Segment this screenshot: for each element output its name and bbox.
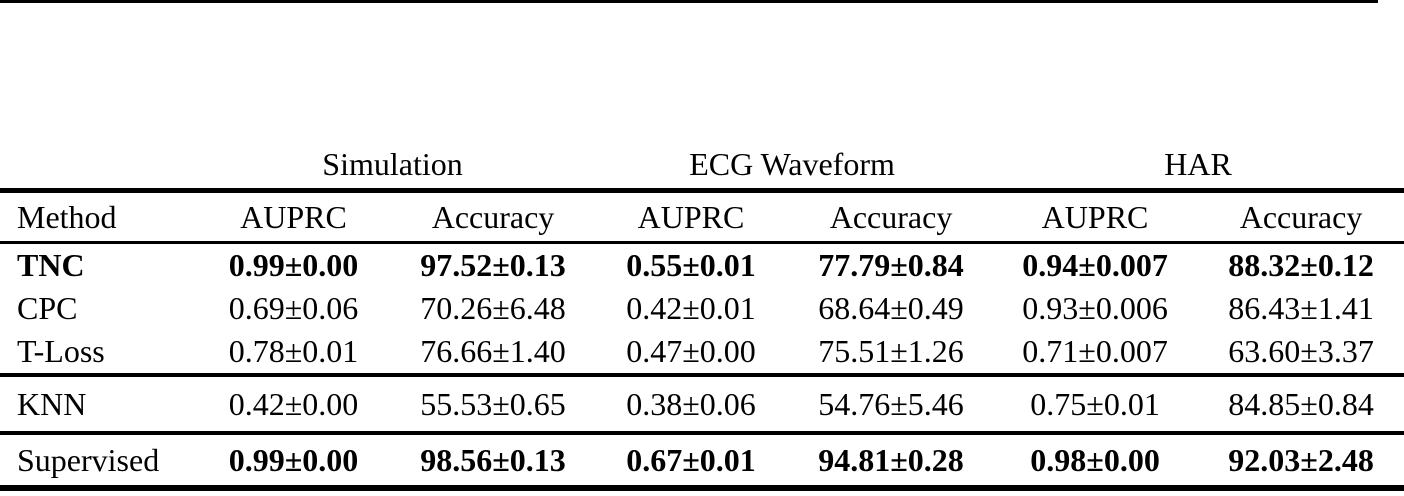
column-header-sim-auprc: AUPRC (193, 190, 394, 244)
value-cell: 0.69±0.06 (228, 290, 359, 326)
group-header-simulation: Simulation (193, 140, 593, 193)
method-cell: TNC (17, 247, 85, 283)
value-cell: 84.85±0.84 (1198, 375, 1404, 435)
column-header-ecg-accuracy: Accuracy (790, 190, 993, 244)
value-cell: 94.81±0.28 (790, 433, 993, 491)
column-header-row: Method AUPRC Accuracy AUPRC Accuracy AUP… (0, 190, 1404, 244)
table-row-tloss: T-Loss 0.78±0.01 76.66±1.40 0.47±0.00 75… (0, 330, 1404, 377)
value-cell: 92.03±2.48 (1198, 433, 1404, 491)
value-cell: 0.99±0.00 (193, 433, 394, 491)
value-cell: 0.42±0.01 (626, 290, 756, 326)
value-cell: 0.93±0.006 (1022, 290, 1168, 326)
column-header-method: Method (0, 190, 193, 244)
value-cell: 63.60±3.37 (1198, 330, 1404, 377)
value-cell: 0.98±0.00 (992, 433, 1199, 491)
value-cell: 0.94±0.007 (1022, 247, 1168, 283)
value-cell: 0.99±0.00 (228, 247, 359, 283)
column-header-sim-accuracy: Accuracy (394, 190, 593, 244)
table-row-knn: KNN 0.42±0.00 55.53±0.65 0.38±0.06 54.76… (0, 375, 1404, 435)
value-cell: 98.56±0.13 (394, 433, 593, 491)
value-cell: 55.53±0.65 (394, 375, 593, 435)
value-cell: 86.43±1.41 (1228, 290, 1374, 326)
value-cell: 0.71±0.007 (992, 330, 1199, 377)
value-cell: 70.26±6.48 (420, 290, 566, 326)
results-table: Simulation ECG Waveform HAR Method AUPRC… (0, 140, 1404, 491)
value-cell: 68.64±0.49 (818, 290, 964, 326)
page-top-rule (0, 0, 1378, 3)
value-cell: 0.42±0.00 (193, 375, 394, 435)
value-cell: 0.78±0.01 (193, 330, 394, 377)
value-cell: 76.66±1.40 (394, 330, 593, 377)
column-header-har-auprc: AUPRC (992, 190, 1199, 244)
group-header-har: HAR (992, 140, 1404, 193)
column-header-har-accuracy: Accuracy (1198, 190, 1404, 244)
table-row-cpc: CPC 0.69±0.06 70.26±6.48 0.42±0.01 68.64… (0, 287, 1404, 330)
value-cell: 0.55±0.01 (626, 247, 756, 283)
value-cell: 97.52±0.13 (420, 247, 566, 283)
value-cell: 0.75±0.01 (992, 375, 1199, 435)
column-header-ecg-auprc: AUPRC (592, 190, 791, 244)
value-cell: 88.32±0.12 (1228, 247, 1374, 283)
method-cell: Supervised (0, 433, 193, 491)
value-cell: 0.67±0.01 (592, 433, 791, 491)
group-header-row: Simulation ECG Waveform HAR (0, 140, 1404, 193)
method-cell: CPC (17, 290, 78, 326)
group-header-spacer (0, 140, 193, 193)
value-cell: 0.47±0.00 (592, 330, 791, 377)
value-cell: 54.76±5.46 (790, 375, 993, 435)
value-cell: 75.51±1.26 (790, 330, 993, 377)
value-cell: 0.38±0.06 (592, 375, 791, 435)
group-header-ecg-waveform: ECG Waveform (592, 140, 993, 193)
value-cell: 77.79±0.84 (818, 247, 964, 283)
table-row-supervised: Supervised 0.99±0.00 98.56±0.13 0.67±0.0… (0, 433, 1404, 491)
table-row-tnc: TNC 0.99±0.00 97.52±0.13 0.55±0.01 77.79… (0, 243, 1404, 288)
method-cell: T-Loss (0, 330, 193, 377)
method-cell: KNN (0, 375, 193, 435)
